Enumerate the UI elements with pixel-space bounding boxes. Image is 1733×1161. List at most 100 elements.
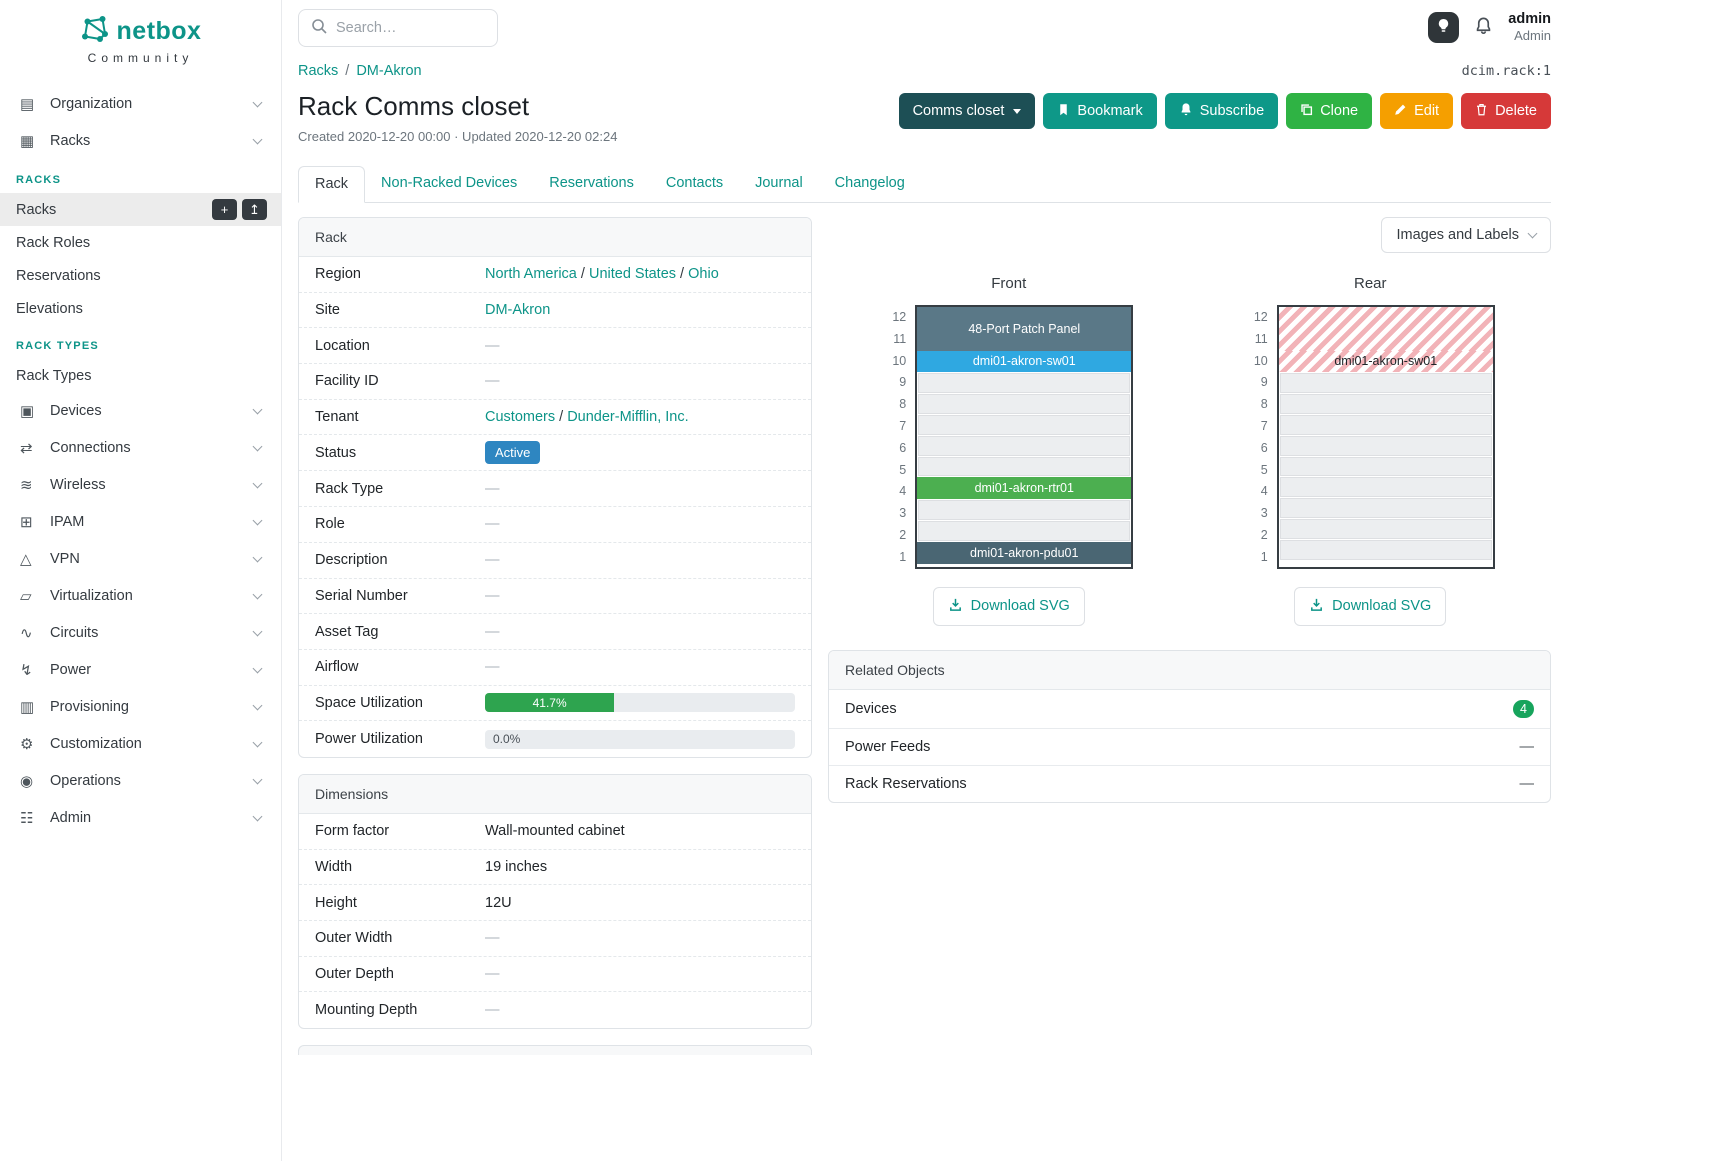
virtualization-icon: ▱ — [20, 587, 32, 605]
brand-name: netbox — [116, 16, 202, 45]
unit-number: 9 — [899, 375, 907, 390]
operations-icon: ◉ — [20, 772, 34, 790]
add-button[interactable]: + — [212, 199, 237, 220]
search-icon — [311, 18, 327, 38]
unit-number: 3 — [1260, 506, 1268, 521]
sidebar-item-connections[interactable]: ⇄ Connections — [0, 429, 281, 466]
subscribe-button[interactable]: Subscribe — [1164, 93, 1279, 129]
unit-number: 11 — [893, 331, 907, 346]
link-united-states[interactable]: United States — [588, 266, 677, 283]
attr-row-asset-tag: Asset Tag — — [299, 614, 811, 650]
link-dm-akron[interactable]: DM-Akron — [485, 302, 551, 319]
sidebar-item-operations[interactable]: ◉ Operations — [0, 762, 281, 799]
related-label: Rack Reservations — [845, 775, 967, 792]
attr-value: — — [485, 337, 500, 354]
dimensions-attr-table: Form factor Wall-mounted cabinet Width 19 i… — [299, 814, 811, 1028]
dimensions-card-title: Dimensions — [299, 774, 811, 814]
sidebar-subitem-rack-types[interactable]: Rack Types — [0, 359, 281, 392]
attr-value: — — [485, 659, 500, 676]
count-badge: 4 — [1513, 699, 1534, 718]
related-row-rack-reservations[interactable]: Rack Reservations — — [829, 766, 1550, 802]
action-buttons: Comms closet Bookmark Subscribe Clone — [898, 93, 1551, 129]
sidebar-item-wireless[interactable]: ≋ Wireless — [0, 466, 281, 503]
rack-device-dmi01-akron-pdu01[interactable]: dmi01-akron-pdu01 — [917, 541, 1132, 564]
sidebar-item-organization[interactable]: ▤ Organization — [0, 85, 281, 122]
link-dunder-mifflin-inc[interactable]: Dunder-Mifflin, Inc. — [567, 409, 689, 426]
unit-number: 9 — [1260, 375, 1268, 390]
sidebar-item-customization[interactable]: ⚙ Customization — [0, 725, 281, 762]
sidebar-item-vpn[interactable]: △ VPN — [0, 540, 281, 577]
tab-contacts[interactable]: Contacts — [665, 175, 724, 191]
breadcrumb-racks[interactable]: Racks — [298, 63, 339, 79]
images-and-labels-dropdown[interactable]: Images and Labels — [1381, 217, 1551, 253]
sidebar-item-provisioning[interactable]: ▥ Provisioning — [0, 688, 281, 725]
tab-rack[interactable]: Rack — [298, 166, 366, 203]
link-customers[interactable]: Customers — [485, 409, 556, 426]
tab-non-racked-devices[interactable]: Non-Racked Devices — [381, 175, 518, 191]
global-search[interactable] — [298, 8, 498, 47]
link-north-america[interactable]: North America — [485, 266, 577, 283]
theme-toggle-button[interactable] — [1428, 12, 1460, 43]
download-svg-rear-button[interactable]: Download SVG — [1294, 586, 1447, 626]
brand[interactable]: netbox Community — [0, 0, 281, 65]
edit-button[interactable]: Edit — [1380, 93, 1454, 129]
sidebar-subitem-racks[interactable]: Racks + ↥ — [0, 193, 281, 226]
tab-changelog[interactable]: Changelog — [834, 175, 905, 191]
attr-label: Asset Tag — [315, 623, 379, 640]
sidebar-item-circuits[interactable]: ∿ Circuits — [0, 614, 281, 651]
rack-elevation-front[interactable]: 48-Port Patch Panel dmi01-akron-sw01 dmi01… — [915, 305, 1134, 569]
import-button[interactable]: ↥ — [242, 199, 267, 220]
provisioning-icon: ▥ — [20, 698, 35, 716]
related-row-devices[interactable]: Devices 4 — [829, 690, 1550, 729]
bookmark-button[interactable]: Bookmark — [1043, 93, 1157, 129]
chevron-down-icon — [252, 774, 263, 784]
notifications-button[interactable] — [1474, 16, 1493, 39]
delete-button[interactable]: Delete — [1461, 93, 1551, 129]
tab-reservations[interactable]: Reservations — [549, 175, 634, 191]
rack-elevation-rear[interactable]: dmi01-akron-sw01 — [1276, 305, 1495, 569]
link-ohio[interactable]: Ohio — [688, 266, 719, 283]
download-svg-front-button[interactable]: Download SVG — [932, 586, 1085, 626]
left-column: Rack Region North America / United States… — [298, 217, 812, 1056]
attr-row-width: Width 19 inches — [299, 850, 811, 886]
attr-row-role: Role — — [299, 507, 811, 543]
sidebar-item-label: Devices — [50, 402, 102, 419]
unit-number: 5 — [899, 462, 907, 477]
sidebar-item-devices[interactable]: ▣ Devices — [0, 392, 281, 429]
rack-unit-empty — [918, 435, 1131, 456]
clone-button[interactable]: Clone — [1286, 93, 1373, 129]
attr-row-tenant: Tenant Customers / Dunder-Mifflin, Inc. — [299, 400, 811, 436]
related-row-power-feeds[interactable]: Power Feeds — — [829, 729, 1550, 766]
attr-label: Facility ID — [315, 373, 379, 390]
sidebar-subitem-elevations[interactable]: Elevations — [0, 292, 281, 325]
sidebar-item-ipam[interactable]: ⊞ IPAM — [0, 503, 281, 540]
sidebar-subitem-reservations[interactable]: Reservations — [0, 259, 281, 292]
organization-icon: ▤ — [20, 95, 35, 113]
rack-device-dmi01-akron-rtr01[interactable]: dmi01-akron-rtr01 — [917, 477, 1132, 500]
sidebar-item-power[interactable]: ↯ Power — [0, 651, 281, 688]
search-input[interactable] — [336, 19, 476, 36]
user-menu[interactable]: admin Admin — [1508, 10, 1551, 44]
sidebar: netbox Community ▤ Organization ▦ Racks RACK… — [0, 0, 282, 1161]
attr-value: DM-Akron — [485, 302, 795, 318]
attr-label: Description — [315, 552, 388, 569]
devices-icon: ▣ — [20, 402, 35, 420]
rack-device-dmi01-akron-sw01[interactable]: dmi01-akron-sw01 — [1278, 350, 1493, 373]
attr-row-facility-id: Facility ID — — [299, 364, 811, 400]
sidebar-item-admin[interactable]: ☷ Admin — [0, 799, 281, 836]
sidebar-item-virtualization[interactable]: ▱ Virtualization — [0, 577, 281, 614]
download-icon — [1309, 597, 1324, 616]
rack-unit-empty — [918, 520, 1131, 541]
sidebar-subitem-rack-roles[interactable]: Rack Roles — [0, 226, 281, 259]
context-dropdown-button[interactable]: Comms closet — [898, 93, 1036, 129]
rack-device-dmi01-akron-sw01[interactable]: dmi01-akron-sw01 — [917, 350, 1132, 373]
rack-device-48-port-patch-panel[interactable]: 48-Port Patch Panel — [917, 307, 1132, 351]
sidebar-item-racks[interactable]: ▦ Racks — [0, 122, 281, 159]
attr-label: Outer Width — [315, 930, 393, 947]
tab-journal[interactable]: Journal — [755, 175, 803, 191]
bookmark-label: Bookmark — [1077, 103, 1143, 119]
page-header: Rack Comms closet Created 2020-12-20 00:… — [298, 91, 1551, 144]
unit-number: 10 — [892, 353, 907, 368]
breadcrumb-site[interactable]: DM-Akron — [356, 63, 422, 79]
attr-value: — — [485, 966, 500, 983]
